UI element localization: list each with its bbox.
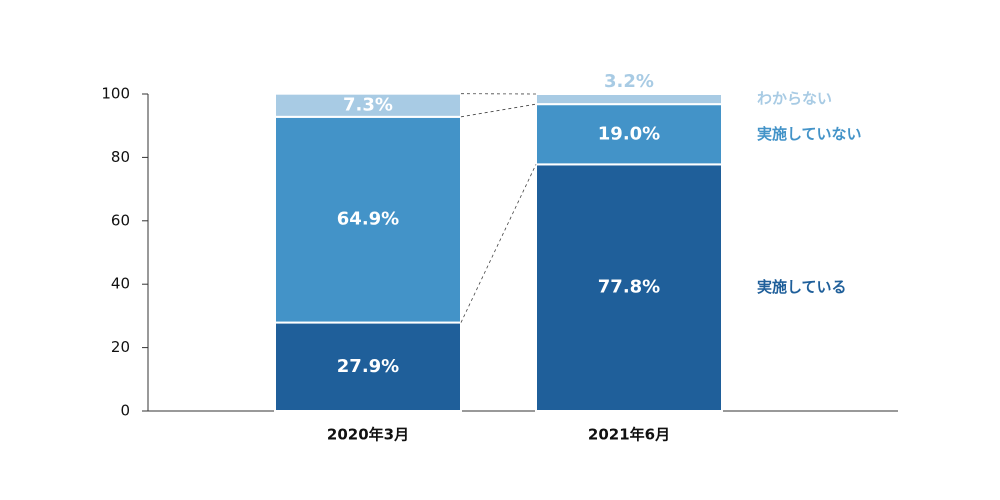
- bar-segment: [535, 163, 723, 412]
- connector: [460, 164, 537, 323]
- legend-label: 実施していない: [757, 125, 862, 143]
- legend-label: わからない: [757, 90, 832, 108]
- value-label: 3.2%: [604, 71, 654, 92]
- legend-label: 実施している: [757, 278, 847, 296]
- y-tick-label: 80: [111, 148, 130, 166]
- value-label: 7.3%: [343, 94, 393, 115]
- bar-segment: [535, 103, 723, 166]
- x-tick-label: 2021年6月: [588, 426, 670, 444]
- bar-segment: [274, 321, 462, 413]
- value-label: 64.9%: [337, 209, 399, 230]
- bar-segment: [535, 93, 723, 106]
- bar-segment: [274, 115, 462, 324]
- value-label: 27.9%: [337, 356, 399, 377]
- y-tick-label: 20: [111, 338, 130, 356]
- y-tick-label: 0: [120, 402, 130, 420]
- y-tick-label: 40: [111, 275, 130, 293]
- value-label: 77.8%: [598, 277, 660, 298]
- x-tick-label: 2020年3月: [327, 426, 409, 444]
- bar-segment: [274, 92, 462, 118]
- value-label: 19.0%: [598, 123, 660, 144]
- y-tick-label: 60: [111, 211, 130, 229]
- y-tick-label: 100: [101, 85, 130, 103]
- connector: [460, 103, 537, 118]
